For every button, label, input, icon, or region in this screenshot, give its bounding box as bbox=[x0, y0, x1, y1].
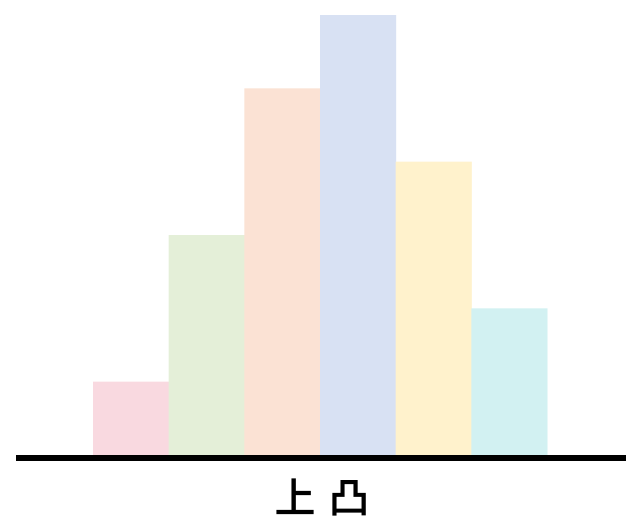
chart-caption: 上 凸 bbox=[275, 476, 369, 522]
bar-6 bbox=[471, 308, 548, 455]
bars-group bbox=[93, 15, 548, 456]
bar-4 bbox=[320, 15, 397, 455]
bar-5 bbox=[395, 161, 472, 456]
bar-2 bbox=[168, 235, 245, 455]
bar-1 bbox=[93, 381, 170, 455]
bar-3 bbox=[244, 88, 321, 455]
